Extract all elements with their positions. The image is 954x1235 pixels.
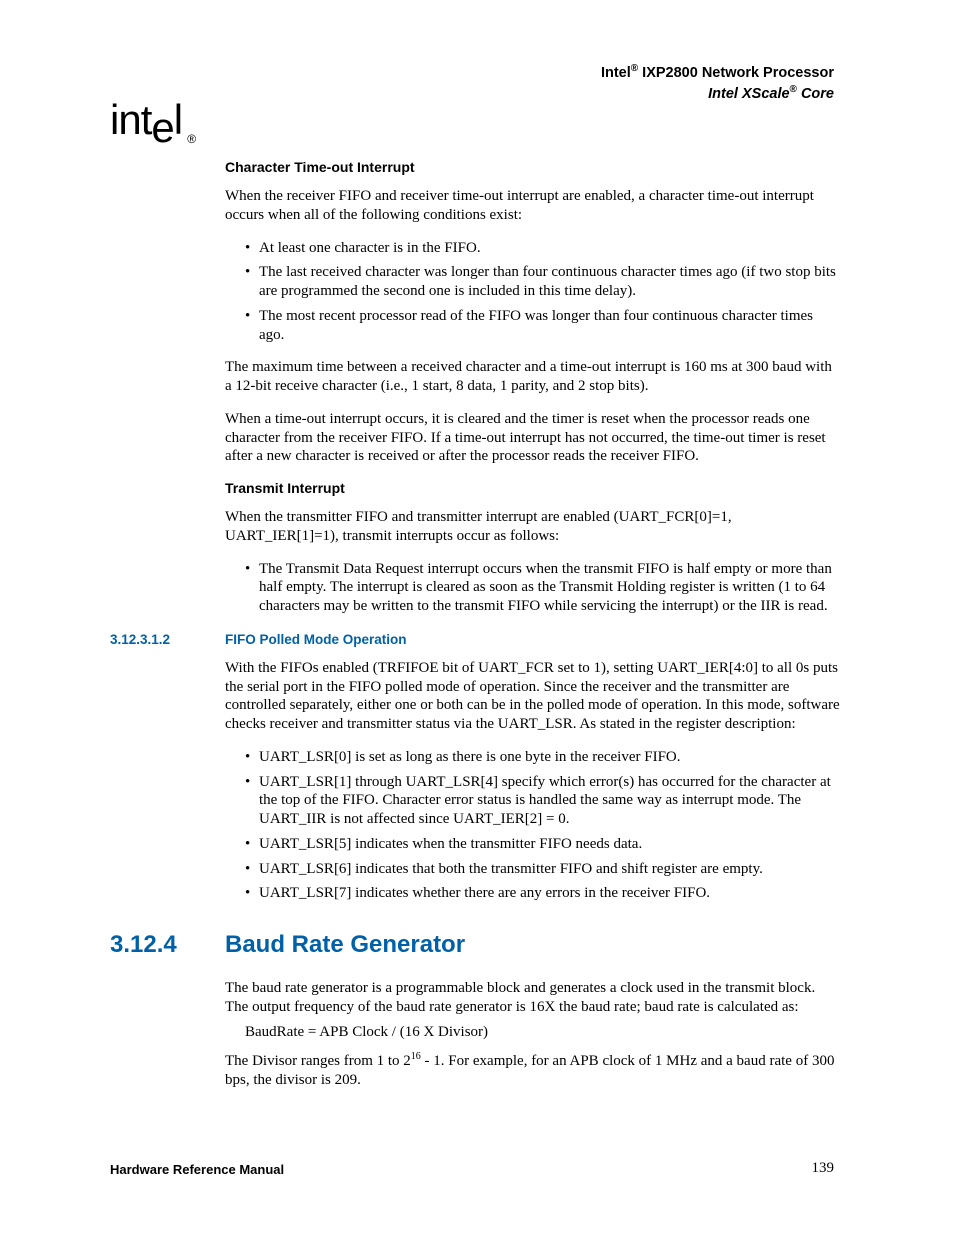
list-item: The last received character was longer t… [245, 263, 840, 301]
list-item: UART_LSR[1] through UART_LSR[4] specify … [245, 773, 840, 829]
paragraph: The Divisor ranges from 1 to 216 - 1. Fo… [225, 1051, 840, 1090]
header-line-2: Intel XScale® Core [601, 83, 834, 104]
paragraph: The baud rate generator is a programmabl… [225, 979, 840, 1017]
main-content: Character Time-out Interrupt When the re… [225, 155, 840, 1104]
logo-registered-icon: ® [187, 132, 196, 146]
registered-mark: ® [790, 84, 797, 95]
bullet-list: The Transmit Data Request interrupt occu… [225, 560, 840, 616]
subheading-number: 3.12.3.1.2 [110, 632, 225, 647]
list-item: UART_LSR[7] indicates whether there are … [245, 884, 840, 903]
header-sub-product: Core [797, 86, 834, 102]
subsection-heading: Character Time-out Interrupt [225, 159, 840, 175]
page-number: 139 [812, 1160, 835, 1177]
header-sub-brand: Intel XScale [708, 86, 789, 102]
section-heading: 3.12.4 Baud Rate Generator [110, 931, 840, 959]
bullet-list: UART_LSR[0] is set as long as there is o… [225, 748, 840, 903]
running-header: Intel® IXP2800 Network Processor Intel X… [601, 62, 834, 103]
header-brand: Intel [601, 65, 631, 81]
logo-wordmark: intel [110, 96, 182, 152]
formula: BaudRate = APB Clock / (16 X Divisor) [245, 1023, 840, 1042]
header-product: IXP2800 Network Processor [638, 65, 834, 81]
footer-title: Hardware Reference Manual [110, 1162, 284, 1177]
header-line-1: Intel® IXP2800 Network Processor [601, 62, 834, 83]
page: Intel® IXP2800 Network Processor Intel X… [0, 0, 954, 1235]
paragraph: With the FIFOs enabled (TRFIFOE bit of U… [225, 659, 840, 734]
list-item: The most recent processor read of the FI… [245, 307, 840, 345]
paragraph: When the receiver FIFO and receiver time… [225, 187, 840, 225]
subheading-title: FIFO Polled Mode Operation [225, 632, 407, 647]
list-item: UART_LSR[5] indicates when the transmitt… [245, 835, 840, 854]
list-item: At least one character is in the FIFO. [245, 239, 840, 258]
intel-logo: intel® [110, 96, 182, 152]
paragraph: The maximum time between a received char… [225, 358, 840, 396]
list-item: UART_LSR[6] indicates that both the tran… [245, 860, 840, 879]
section-number: 3.12.4 [110, 931, 225, 959]
bullet-list: At least one character is in the FIFO. T… [225, 239, 840, 345]
list-item: UART_LSR[0] is set as long as there is o… [245, 748, 840, 767]
paragraph: When the transmitter FIFO and transmitte… [225, 508, 840, 546]
subsection-heading: Transmit Interrupt [225, 480, 840, 496]
list-item: The Transmit Data Request interrupt occu… [245, 560, 840, 616]
paragraph: When a time-out interrupt occurs, it is … [225, 410, 840, 466]
numbered-subheading: 3.12.3.1.2 FIFO Polled Mode Operation [110, 632, 840, 647]
text-span: The Divisor ranges from 1 to 2 [225, 1053, 411, 1069]
exponent: 16 [411, 1051, 421, 1062]
section-title: Baud Rate Generator [225, 931, 465, 959]
